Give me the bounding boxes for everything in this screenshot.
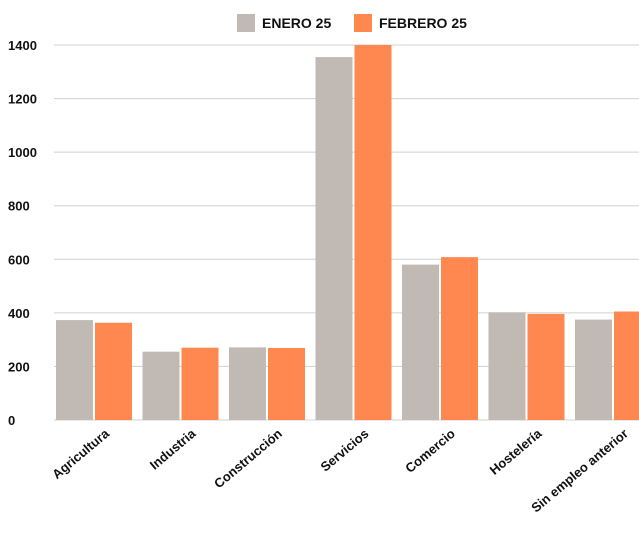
x-category-label: Sin empleo anterior: [528, 426, 631, 516]
bar-enero: [229, 347, 266, 420]
x-category-label: Servicios: [317, 426, 371, 475]
bars: [56, 45, 639, 421]
bar-enero: [402, 264, 439, 420]
y-tick-label: 1400: [8, 38, 37, 53]
bar-febrero: [181, 347, 219, 420]
bar-febrero: [614, 311, 639, 420]
y-axis: 0 200 400 600 800 1000 1200 1400: [8, 38, 37, 428]
y-tick-label: 400: [8, 306, 30, 321]
bar-febrero: [95, 322, 132, 420]
y-tick-label: 600: [8, 252, 30, 267]
bar-febrero: [441, 257, 478, 420]
bar-febrero: [268, 347, 305, 420]
bar-enero: [575, 319, 612, 420]
bar-enero: [56, 320, 93, 420]
bar-enero: [142, 351, 180, 420]
legend: ENERO 25 FEBRERO 25: [237, 14, 467, 32]
y-tick-label: 800: [8, 199, 30, 214]
y-tick-label: 1000: [8, 145, 37, 160]
x-category-label: Agricultura: [49, 425, 112, 482]
bar-febrero: [527, 313, 565, 420]
bar-febrero: [354, 45, 392, 420]
x-category-label: Comercio: [402, 426, 458, 476]
x-axis: Agricultura Industria Construcción Servicio…: [49, 425, 631, 515]
x-category-label: Construcción: [211, 426, 285, 491]
x-category-label: Hostelería: [487, 425, 545, 477]
legend-swatch: [354, 14, 372, 32]
y-tick-label: 200: [8, 359, 30, 374]
y-tick-label: 1200: [8, 92, 37, 107]
legend-label: FEBRERO 25: [379, 15, 467, 31]
y-tick-label: 0: [8, 413, 15, 428]
x-category-label: Industria: [147, 425, 199, 472]
bar-enero: [315, 57, 353, 421]
legend-label: ENERO 25: [262, 15, 331, 31]
legend-swatch: [237, 14, 255, 32]
bar-enero: [488, 312, 526, 420]
